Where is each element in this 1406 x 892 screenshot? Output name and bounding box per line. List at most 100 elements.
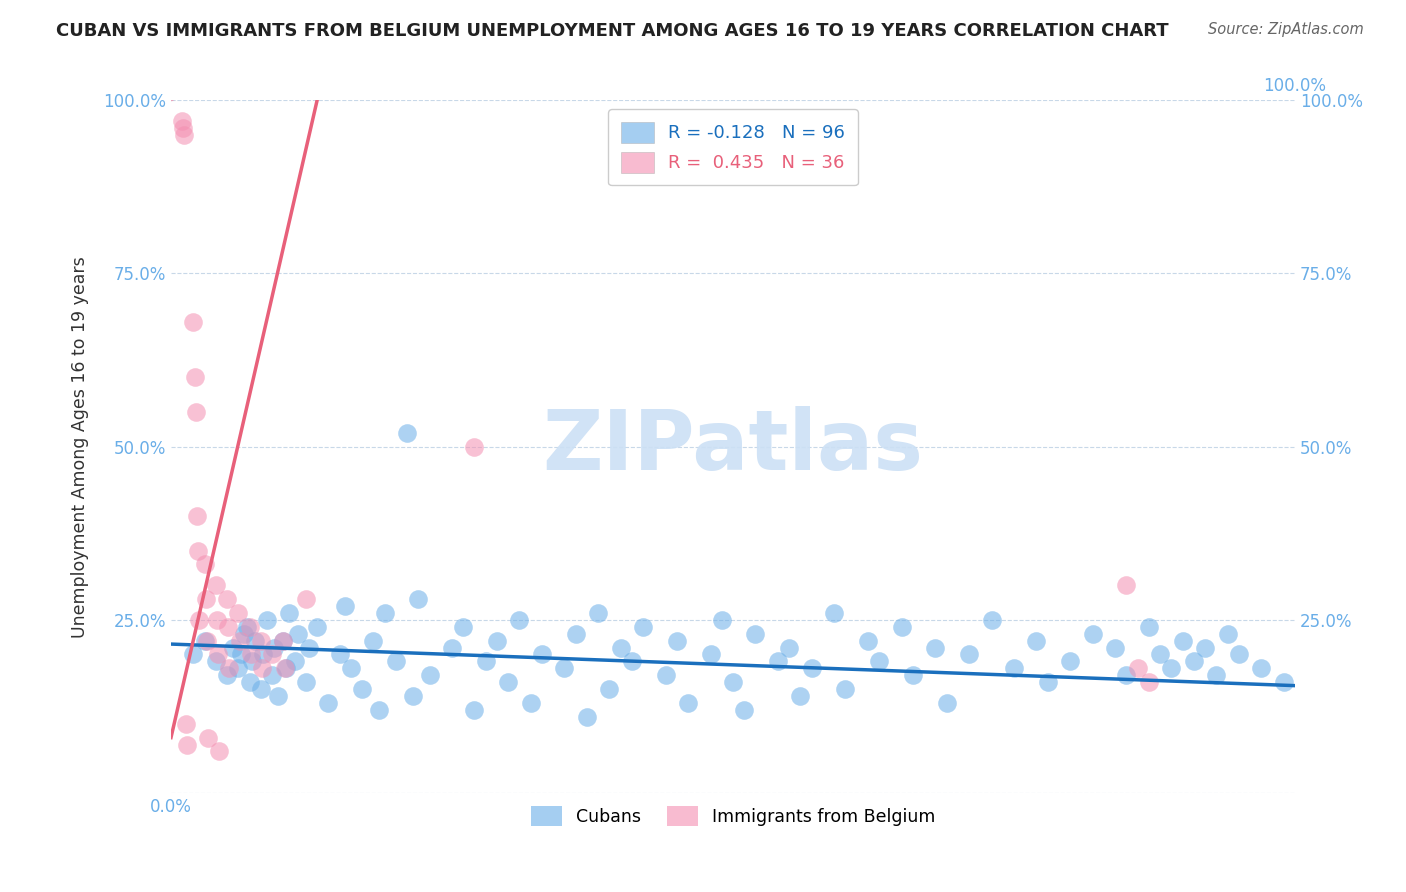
Point [240, 654, 263, 668]
Point [385, 654, 408, 668]
Point [496, 675, 519, 690]
Point [463, 703, 485, 717]
Point [1081, 626, 1104, 640]
Point [228, 661, 250, 675]
Point [218, 661, 240, 675]
Point [564, 626, 586, 640]
Point [208, 744, 231, 758]
Point [451, 620, 474, 634]
Point [868, 654, 890, 668]
Point [205, 613, 228, 627]
Point [1149, 648, 1171, 662]
Point [778, 640, 800, 655]
Point [368, 703, 391, 717]
Point [631, 620, 654, 634]
Point [586, 606, 609, 620]
Point [440, 640, 463, 655]
Point [1036, 675, 1059, 690]
Point [980, 613, 1002, 627]
Point [1126, 661, 1149, 675]
Point [298, 640, 321, 655]
Point [262, 648, 284, 662]
Point [1205, 668, 1227, 682]
Point [620, 654, 643, 668]
Point [901, 668, 924, 682]
Point [239, 620, 262, 634]
Point [654, 668, 676, 682]
Point [744, 626, 766, 640]
Point [217, 668, 239, 682]
Point [273, 633, 295, 648]
Point [406, 592, 429, 607]
Point [699, 648, 721, 662]
Point [834, 682, 856, 697]
Point [1250, 661, 1272, 675]
Point [1216, 626, 1239, 640]
Point [295, 592, 318, 607]
Point [676, 696, 699, 710]
Point [1137, 675, 1160, 690]
Point [205, 654, 228, 668]
Point [217, 592, 239, 607]
Point [575, 710, 598, 724]
Point [789, 689, 811, 703]
Point [1002, 661, 1025, 675]
Point [262, 668, 284, 682]
Point [553, 661, 575, 675]
Point [474, 654, 496, 668]
Point [239, 648, 262, 662]
Point [1115, 578, 1137, 592]
Point [1104, 640, 1126, 655]
Point [176, 738, 198, 752]
Point [263, 640, 285, 655]
Point [250, 682, 273, 697]
Point [278, 606, 301, 620]
Point [273, 661, 295, 675]
Point [250, 633, 273, 648]
Point [401, 689, 423, 703]
Point [187, 543, 209, 558]
Point [186, 508, 208, 523]
Point [935, 696, 957, 710]
Point [924, 640, 946, 655]
Point [173, 128, 195, 142]
Point [250, 661, 273, 675]
Point [329, 648, 352, 662]
Point [274, 661, 297, 675]
Legend: Cubans, Immigrants from Belgium: Cubans, Immigrants from Belgium [523, 799, 942, 833]
Point [721, 675, 744, 690]
Point [335, 599, 357, 613]
Point [598, 682, 620, 697]
Point [295, 675, 318, 690]
Point [1171, 633, 1194, 648]
Point [194, 633, 217, 648]
Point [856, 633, 879, 648]
Point [183, 370, 205, 384]
Point [1115, 668, 1137, 682]
Point [1059, 654, 1081, 668]
Point [530, 648, 553, 662]
Point [665, 633, 688, 648]
Point [183, 648, 205, 662]
Point [1025, 633, 1047, 648]
Point [485, 633, 508, 648]
Point [229, 648, 252, 662]
Point [184, 405, 207, 419]
Point [222, 640, 245, 655]
Point [766, 654, 789, 668]
Point [172, 121, 194, 136]
Point [363, 633, 385, 648]
Point [1137, 620, 1160, 634]
Point [307, 620, 329, 634]
Point [340, 661, 363, 675]
Point [217, 620, 239, 634]
Point [395, 425, 418, 440]
Point [273, 633, 295, 648]
Point [194, 558, 217, 572]
Point [508, 613, 530, 627]
Text: CUBAN VS IMMIGRANTS FROM BELGIUM UNEMPLOYMENT AMONG AGES 16 TO 19 YEARS CORRELAT: CUBAN VS IMMIGRANTS FROM BELGIUM UNEMPLO… [56, 22, 1168, 40]
Point [228, 633, 250, 648]
Point [194, 592, 217, 607]
Point [188, 613, 211, 627]
Point [228, 606, 250, 620]
